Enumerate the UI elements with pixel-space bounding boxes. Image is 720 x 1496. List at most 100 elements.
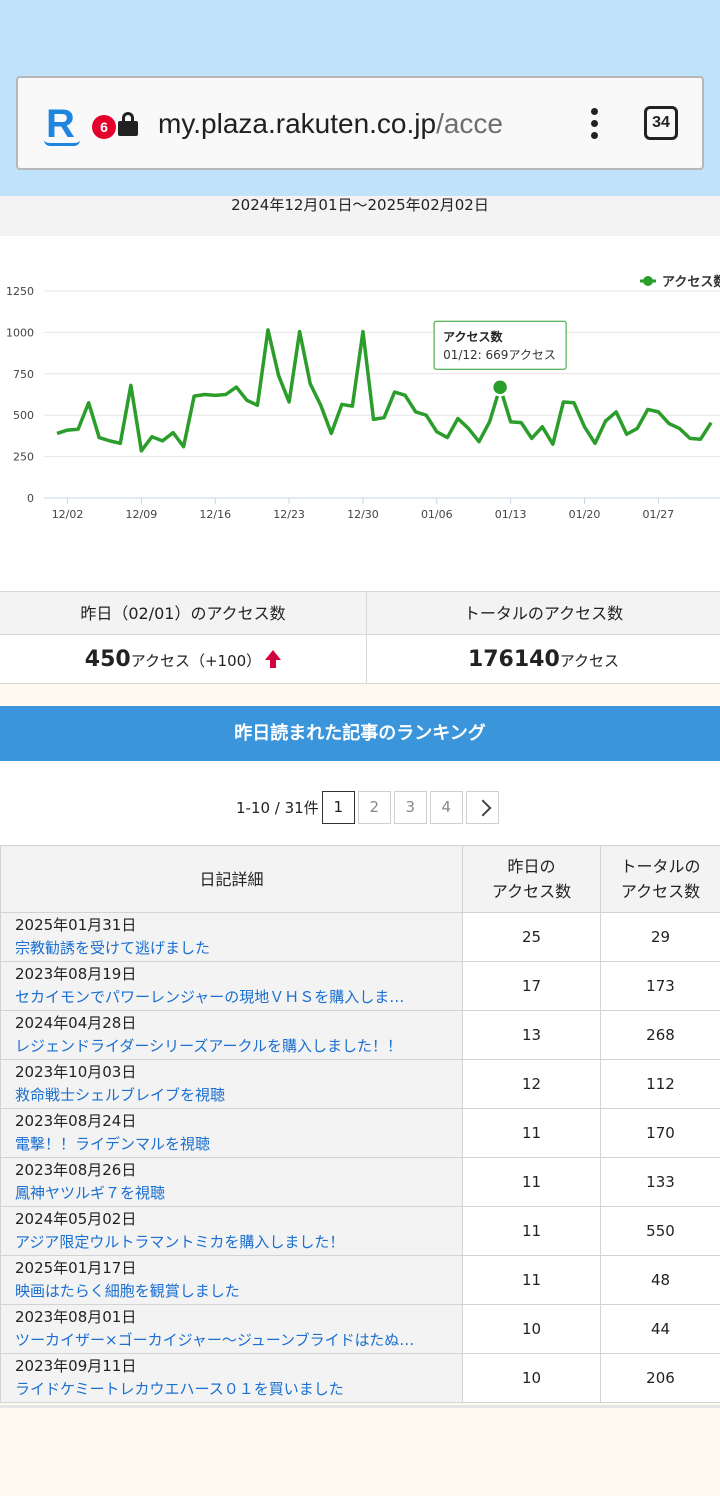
next-page-icon[interactable]	[465, 790, 499, 824]
x-tick-label: 12/30	[347, 508, 379, 521]
page-2-button[interactable]: 2	[357, 790, 391, 824]
article-info: 2023年08月24日電撃！！ライデンマルを視聴	[0, 1108, 463, 1158]
access-chart: 0 250 500 750 1000 1250 12/02 12/09 12/16 12/23 12…	[0, 236, 720, 591]
data-point-highlight	[490, 377, 510, 397]
x-tick-label: 12/23	[273, 508, 305, 521]
yesterday-access: 25	[462, 912, 601, 962]
article-info: 2023年09月11日ライドケミートレカウエハース０１を買いました	[0, 1353, 463, 1403]
page-1-button[interactable]: 1	[321, 790, 355, 824]
yesterday-access: 11	[462, 1255, 601, 1305]
tabs-count-button[interactable]: 34	[644, 106, 678, 140]
browser-chrome: R 6 my.plaza.rakuten.co.jp/acce 34	[0, 0, 720, 196]
table-row: 2023年08月24日 電撃！！ライデンマルを視聴 11 170	[0, 1108, 720, 1158]
total-access: 133	[600, 1157, 720, 1207]
article-info: 2023年10月03日救命戦士シェルブレイブを視聴	[0, 1059, 463, 1109]
yesterday-access: 11	[462, 1108, 601, 1158]
header-yesterday: 昨日の アクセス数	[462, 845, 601, 913]
article-title-link[interactable]: アジア限定ウルトラマントミカを購入しました！	[15, 1233, 345, 1251]
article-date: 2023年08月26日	[15, 1161, 137, 1179]
lock-icon[interactable]	[118, 112, 138, 136]
article-info: 2023年08月01日ツーカイザー×ゴーカイジャー～ジューンブライドはたぬ…	[0, 1304, 463, 1354]
article-date: 2024年04月28日	[15, 1014, 137, 1032]
yesterday-access: 10	[462, 1353, 601, 1403]
article-title-link[interactable]: 宗教勧誘を受けて逃げました	[15, 939, 211, 957]
y-tick-label: 500	[13, 409, 34, 422]
legend-marker	[643, 276, 653, 286]
table-row: 2024年04月28日 レジェンドライダーシリーズアークルを購入しました！！ 13 2…	[0, 1010, 720, 1060]
article-title-link[interactable]: 電撃！！ライデンマルを視聴	[15, 1135, 211, 1153]
article-title-link[interactable]: 映画はたらく細胞を観賞しました	[15, 1282, 240, 1300]
yesterday-access: 13	[462, 1010, 601, 1060]
header-detail: 日記詳細	[0, 845, 463, 913]
table-row: 2025年01月17日 映画はたらく細胞を観賞しました 11 48	[0, 1255, 720, 1305]
page-3-button[interactable]: 3	[393, 790, 427, 824]
table-row: 2024年05月02日 アジア限定ウルトラマントミカを購入しました！ 11 550	[0, 1206, 720, 1256]
article-title-link[interactable]: 鳳神ヤツルギ７を視聴	[15, 1184, 166, 1202]
article-date: 2023年08月01日	[15, 1308, 137, 1326]
menu-icon[interactable]	[586, 106, 602, 142]
table-header: 日記詳細 昨日の アクセス数 トータルの アクセス数	[0, 845, 720, 913]
ranking-table: 日記詳細 昨日の アクセス数 トータルの アクセス数 2025年01月31日宗教勧誘…	[0, 845, 720, 1403]
y-tick-label: 1250	[6, 285, 34, 298]
legend-label: アクセス数	[662, 274, 720, 290]
article-info: 2025年01月31日宗教勧誘を受けて逃げました	[0, 912, 463, 962]
total-access: 268	[600, 1010, 720, 1060]
article-date: 2025年01月31日	[15, 916, 137, 934]
yesterday-access: 11	[462, 1206, 601, 1256]
total-access: 44	[600, 1304, 720, 1354]
ranking-title: 昨日読まれた記事のランキング	[0, 706, 720, 771]
article-info: 2025年01月17日 映画はたらく細胞を観賞しました	[0, 1255, 463, 1305]
total-stat-value: 176140アクセス	[367, 635, 720, 684]
x-tick-label: 01/20	[569, 508, 601, 521]
article-title-link[interactable]: レジェンドライダーシリーズアークルを購入しました！！	[15, 1037, 403, 1055]
header-total: トータルの アクセス数	[600, 845, 720, 913]
notification-badge: 6	[92, 115, 116, 139]
rakuten-logo-icon[interactable]: R 6	[44, 102, 116, 148]
article-title-link[interactable]: ライドケミートレカウエハース０１を買いました	[15, 1380, 344, 1398]
y-tick-label: 250	[13, 451, 34, 464]
x-tick-label: 01/27	[642, 508, 674, 521]
article-date: 2023年08月24日	[15, 1112, 137, 1130]
x-tick-label: 01/13	[495, 508, 527, 521]
y-tick-label: 0	[27, 492, 34, 505]
article-title-link[interactable]: 救命戦士シェルブレイブを視聴	[15, 1086, 226, 1104]
article-info: 2024年04月28日レジェンドライダーシリーズアークルを購入しました！！	[0, 1010, 463, 1060]
total-access: 48	[600, 1255, 720, 1305]
tooltip-box	[433, 320, 567, 370]
article-info: 2024年05月02日アジア限定ウルトラマントミカを購入しました！	[0, 1206, 463, 1256]
y-tick-label: 1000	[6, 326, 34, 339]
yesterday-count: 450	[84, 647, 131, 672]
table-row: 2023年08月26日鳳神ヤツルギ７を視聴 11 133	[0, 1157, 720, 1207]
access-stats: 昨日（02/01）のアクセス数 450アクセス（+100） トータルのアクセス数…	[0, 591, 720, 684]
article-title-link[interactable]: ツーカイザー×ゴーカイジャー～ジューンブライドはたぬ…	[15, 1331, 415, 1349]
total-count: 176140	[467, 647, 560, 672]
article-info: 2023年08月19日セカイモンでパワーレンジャーの現地ＶＨＳを購入しま…	[0, 961, 463, 1011]
yesterday-stat-value: 450アクセス（+100）	[0, 635, 366, 684]
up-arrow-icon	[265, 650, 282, 668]
table-row: 2025年01月31日 宗教勧誘を受けて逃げました 25 29	[0, 912, 720, 962]
total-stat-label: トータルのアクセス数	[367, 592, 720, 635]
yesterday-access: 12	[462, 1059, 601, 1109]
address-bar[interactable]: R 6 my.plaza.rakuten.co.jp/acce 34	[16, 76, 704, 170]
url-text[interactable]: my.plaza.rakuten.co.jp/acce	[158, 108, 503, 139]
article-date: 2023年08月19日	[15, 965, 137, 983]
total-access: 206	[600, 1353, 720, 1403]
total-access: 173	[600, 961, 720, 1011]
pagination: 1-10 / 31件 1 2 3 4	[236, 790, 502, 824]
tooltip-title: アクセス数	[443, 329, 503, 344]
line-chart: 0 250 500 750 1000 1250 12/02 12/09 12/16 12/23 12…	[6, 274, 720, 521]
table-row: 2023年08月01日 ツーカイザー×ゴーカイジャー～ジューンブライドはたぬ… 10…	[0, 1304, 720, 1354]
article-date: 2023年09月11日	[15, 1357, 137, 1375]
page-4-button[interactable]: 4	[429, 790, 463, 824]
article-title-link[interactable]: セカイモンでパワーレンジャーの現地ＶＨＳを購入しま…	[15, 988, 405, 1006]
table-row: 2023年10月03日 救命戦士シェルブレイブを視聴 12 112	[0, 1059, 720, 1109]
yesterday-stat: 昨日（02/01）のアクセス数 450アクセス（+100）	[0, 592, 367, 684]
yesterday-access: 10	[462, 1304, 601, 1354]
total-access: 170	[600, 1108, 720, 1158]
total-unit: アクセス	[559, 652, 620, 670]
yesterday-stat-label: 昨日（02/01）のアクセス数	[0, 592, 366, 635]
series-line	[56, 328, 713, 453]
article-date: 2024年05月02日	[15, 1210, 137, 1228]
article-date: 2023年10月03日	[15, 1063, 137, 1081]
yesterday-access: 11	[462, 1157, 601, 1207]
